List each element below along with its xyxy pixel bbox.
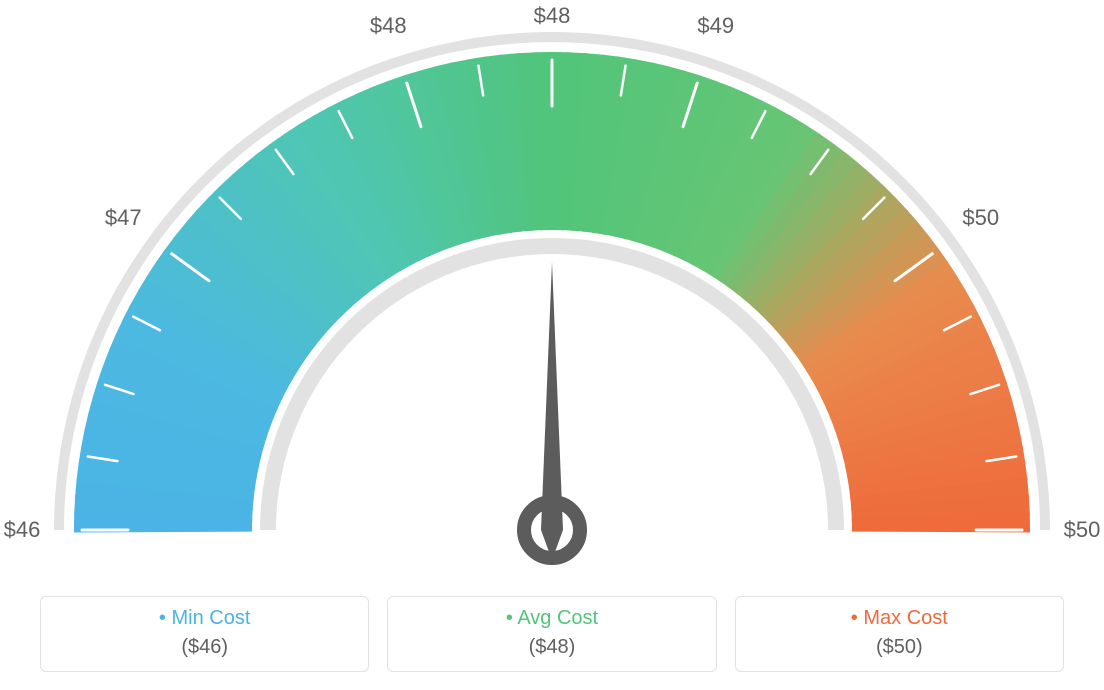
legend-value: ($50)	[736, 636, 1063, 659]
gauge-axis-label: $46	[4, 517, 41, 543]
gauge-axis-label: $50	[1064, 517, 1101, 543]
legend-value: ($48)	[388, 636, 715, 659]
legend-card-max: Max Cost ($50)	[735, 596, 1064, 672]
gauge-axis-label: $48	[370, 13, 407, 39]
gauge-svg	[0, 0, 1104, 570]
legend-title: Min Cost	[41, 607, 368, 630]
legend-card-avg: Avg Cost ($48)	[387, 596, 716, 672]
gauge-axis-label: $47	[105, 205, 142, 231]
gauge-axis-label: $48	[534, 3, 571, 29]
gauge-area: $46 $47 $48 $48 $49 $50 $50	[0, 0, 1104, 570]
legend-value: ($46)	[41, 636, 368, 659]
legend-title: Avg Cost	[388, 607, 715, 630]
legend-row: Min Cost ($46) Avg Cost ($48) Max Cost ($50)	[0, 596, 1104, 672]
legend-card-min: Min Cost ($46)	[40, 596, 369, 672]
legend-title: Max Cost	[736, 607, 1063, 630]
gauge-axis-label: $49	[697, 13, 734, 39]
cost-gauge-chart: $46 $47 $48 $48 $49 $50 $50 Min Cost ($46) Avg C…	[0, 0, 1104, 690]
gauge-axis-label: $50	[962, 205, 999, 231]
